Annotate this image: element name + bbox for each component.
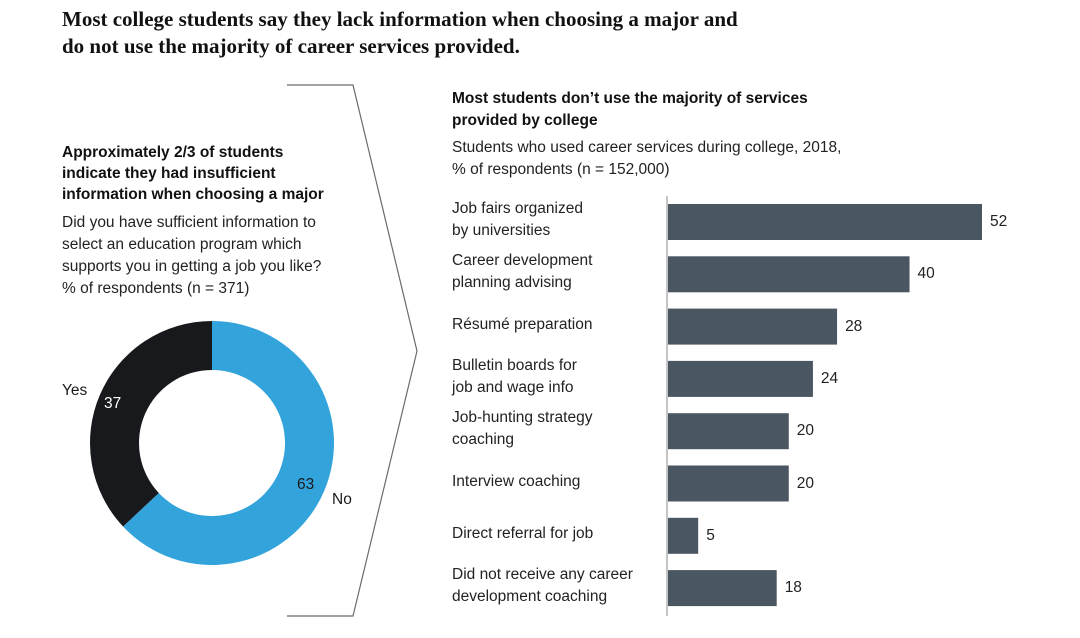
bar-category-label: Did not receive any career development co…	[452, 564, 657, 608]
bar-category-label-line: planning advising	[452, 274, 572, 292]
bar-category-label-line: by universities	[452, 222, 551, 239]
donut-heading-line: indicate they had insufficient	[62, 165, 276, 182]
bar-category-label-line: Direct referral for job	[452, 524, 594, 542]
donut-label-no: No	[332, 491, 352, 508]
donut-subtitle: Did you have sufficient information to s…	[62, 212, 372, 300]
donut-subtitle-line: supports you in getting a job you like?	[62, 258, 322, 275]
bar-category-label-line: Job fairs organized	[452, 200, 583, 217]
bar-category-label: Job-hunting strategy coaching	[452, 407, 657, 451]
bar-4	[668, 413, 789, 450]
bar-value-label: 18	[784, 579, 802, 597]
donut-heading: Approximately 2/3 of students indicate t…	[62, 142, 362, 205]
chart-title-line-2: do not use the majority of career servic…	[62, 34, 520, 58]
bar-7	[668, 570, 777, 607]
chart-title-line-1: Most college students say they lack info…	[62, 7, 738, 31]
bar-6	[668, 517, 699, 554]
bar-category-label: Direct referral for job	[452, 523, 657, 545]
bar-category-label: Résumé preparation	[452, 314, 657, 336]
bar-3	[668, 360, 813, 397]
donut-value-yes: 37	[104, 395, 122, 412]
bar-category-label-line: Interview coaching	[452, 472, 581, 490]
bar-5	[668, 465, 789, 502]
bar-category-label-line: Bulletin boards for	[452, 356, 577, 374]
bar-category-label-line: Job-hunting strategy	[452, 409, 593, 427]
donut-subtitle-line: Did you have sufficient information to	[62, 214, 316, 231]
donut-chart	[89, 321, 334, 565]
bar-value-label: 24	[820, 369, 839, 387]
bar-value-label: 20	[796, 422, 815, 440]
bar-category-label-line: job and wage info	[452, 378, 574, 396]
bar-category-label: Job fairs organized by universities	[452, 198, 657, 242]
donut-subtitle-line: % of respondents (n = 371)	[62, 280, 250, 297]
bar-subtitle-line: % of respondents (n = 152,000)	[452, 161, 670, 178]
bar-category-label: Career development planning advising	[452, 250, 657, 294]
bar-category-label: Interview coaching	[452, 471, 657, 493]
bar-0	[668, 204, 982, 240]
bar-value-label: 52	[990, 213, 1008, 230]
bar-heading-line: provided by college	[452, 112, 598, 129]
bar-value-label: 40	[917, 265, 935, 283]
bar-value-label: 5	[706, 526, 715, 544]
chart-title: Most college students say they lack info…	[62, 6, 922, 60]
bar-1	[668, 256, 910, 293]
bar-category-label-line: coaching	[452, 431, 515, 449]
bar-category-label-line: development coaching	[452, 588, 608, 606]
donut-subtitle-line: select an education program which	[62, 236, 302, 253]
bar-category-label-line: Résumé preparation	[452, 315, 593, 333]
donut-label-yes: Yes	[62, 382, 88, 399]
bar-chart-heading: Most students don’t use the majority of …	[452, 88, 892, 132]
donut-slice-no	[123, 321, 334, 565]
panel-divider-chevron	[287, 84, 418, 617]
bar-value-label: 28	[845, 317, 863, 335]
donut-value-no: 63	[297, 476, 315, 493]
donut-heading-line: Approximately 2/3 of students	[62, 144, 284, 161]
bar-subtitle-line: Students who used career services during…	[452, 139, 842, 156]
bar-2	[668, 308, 838, 345]
donut-slice-yes	[89, 321, 212, 527]
bar-value-label: 20	[796, 474, 815, 492]
bar-category-label-line: Did not receive any career	[452, 566, 633, 584]
bar-category-label-line: Career development	[452, 252, 593, 270]
bar-heading-line: Most students don’t use the majority of …	[452, 90, 808, 107]
bar-chart	[668, 204, 982, 607]
bar-chart-subtitle: Students who used career services during…	[452, 137, 912, 181]
donut-heading-line: information when choosing a major	[62, 186, 324, 203]
bar-category-label: Bulletin boards for job and wage info	[452, 355, 657, 399]
